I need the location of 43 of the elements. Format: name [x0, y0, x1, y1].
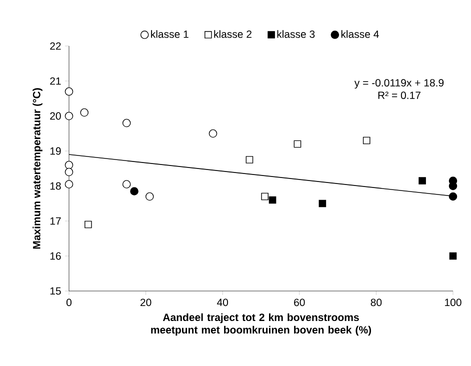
point [145, 192, 154, 201]
y-tick-label: 18 [50, 182, 61, 190]
point [64, 87, 74, 96]
x-tick-label: 60 [294, 298, 305, 306]
x-axis-title: Aandeel traject tot 2 km bovenstrooms meetpunt met boomkruinen boven beek (%) [151, 313, 372, 336]
point [268, 196, 276, 204]
point [449, 252, 457, 260]
annotation: y = -0.0119x + 18.9 [354, 79, 444, 89]
point [448, 192, 458, 201]
x-tick-label: 20 [140, 298, 152, 306]
point [318, 200, 326, 208]
y-tick-label: 21 [50, 77, 61, 85]
point [80, 108, 89, 117]
legend-label: klasse 2 [214, 30, 252, 38]
x-tick-label: 100 [445, 298, 462, 306]
x-tick-label: 0 [66, 298, 72, 306]
legend-label: klasse 4 [341, 30, 379, 38]
point [208, 129, 218, 138]
point [246, 156, 254, 164]
y-tick-label: 19 [50, 147, 61, 155]
y-tick-label: 16 [50, 252, 61, 260]
y-tick-label: 15 [50, 287, 61, 295]
x-tick-label: 80 [370, 298, 382, 306]
point [64, 168, 74, 176]
y-tick-label: 20 [50, 112, 61, 120]
legend-label: klasse 3 [277, 30, 315, 38]
point [122, 180, 131, 188]
legend-label: klasse 1 [151, 30, 188, 38]
y-tick-label: 22 [50, 42, 61, 50]
y-axis-title: Maximum watertemperatuur (°C) [32, 88, 42, 249]
x-tick-label: 40 [216, 298, 228, 306]
point [84, 220, 92, 228]
point [261, 192, 268, 200]
point [122, 118, 131, 128]
point [64, 112, 74, 120]
point [64, 160, 74, 170]
annotation: R² = 0.17 [378, 92, 420, 100]
y-tick-label: 17 [50, 217, 61, 225]
point [418, 177, 426, 184]
point [294, 140, 302, 148]
point [362, 136, 370, 144]
point [130, 187, 138, 196]
point [64, 180, 74, 188]
